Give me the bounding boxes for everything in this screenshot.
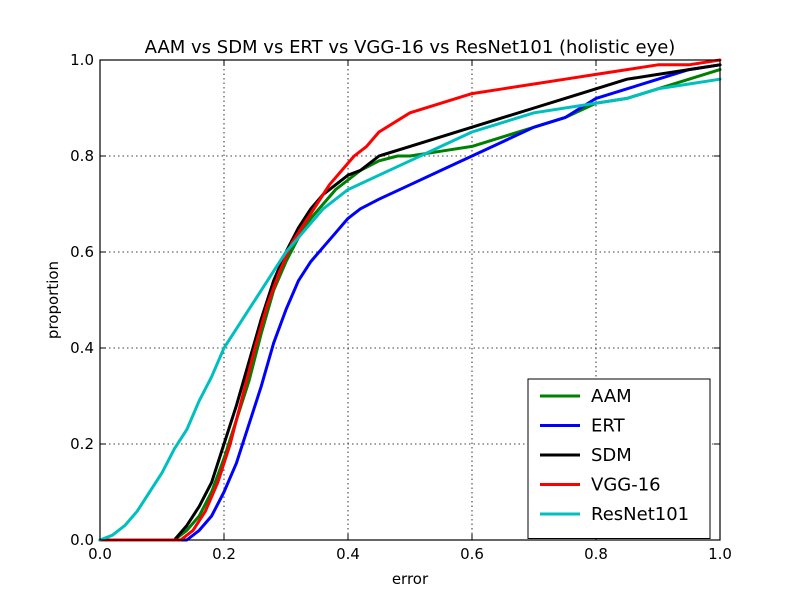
x-tick-label: 0.6 [460, 545, 484, 563]
x-tick-label: 0.4 [336, 545, 360, 563]
y-tick-label: 0.8 [70, 147, 94, 165]
series-line-sdm [98, 63, 722, 542]
legend-label: SDM [591, 445, 632, 466]
axis-ticks: 0.0 0.2 0.4 0.6 0.8 1.0 0.0 0.2 0.4 0.6 0.8 1.0 [70, 51, 732, 563]
legend-box [527, 378, 711, 539]
y-tick-label: 1.0 [70, 51, 94, 69]
plot-frame [99, 59, 721, 541]
series-line-resnet101 [98, 77, 722, 542]
x-tick-label: 0.2 [212, 545, 236, 563]
legend-label: VGG-16 [591, 475, 661, 496]
legend-label: ERT [591, 416, 626, 437]
legend: AAM ERT SDM VGG-16 ResNet101 [527, 378, 711, 539]
x-tick-label: 1.0 [708, 545, 732, 563]
x-axis-label: error [392, 570, 429, 588]
x-tick-label: 0.0 [88, 545, 112, 563]
y-tick-label: 0.2 [70, 435, 94, 453]
y-axis-label: proportion [44, 261, 62, 339]
y-tick-label: 0.0 [70, 531, 94, 549]
legend-label: AAM [591, 386, 632, 407]
legend-label: ResNet101 [591, 504, 689, 525]
series-line-vgg-16 [98, 58, 722, 542]
series-line-ert [98, 63, 722, 542]
x-tick-label: 0.8 [584, 545, 608, 563]
series-lines [98, 58, 722, 542]
chart-title: AAM vs SDM vs ERT vs VGG-16 vs ResNet101… [145, 37, 676, 58]
y-tick-label: 0.6 [70, 243, 94, 261]
y-tick-label: 0.4 [70, 339, 94, 357]
